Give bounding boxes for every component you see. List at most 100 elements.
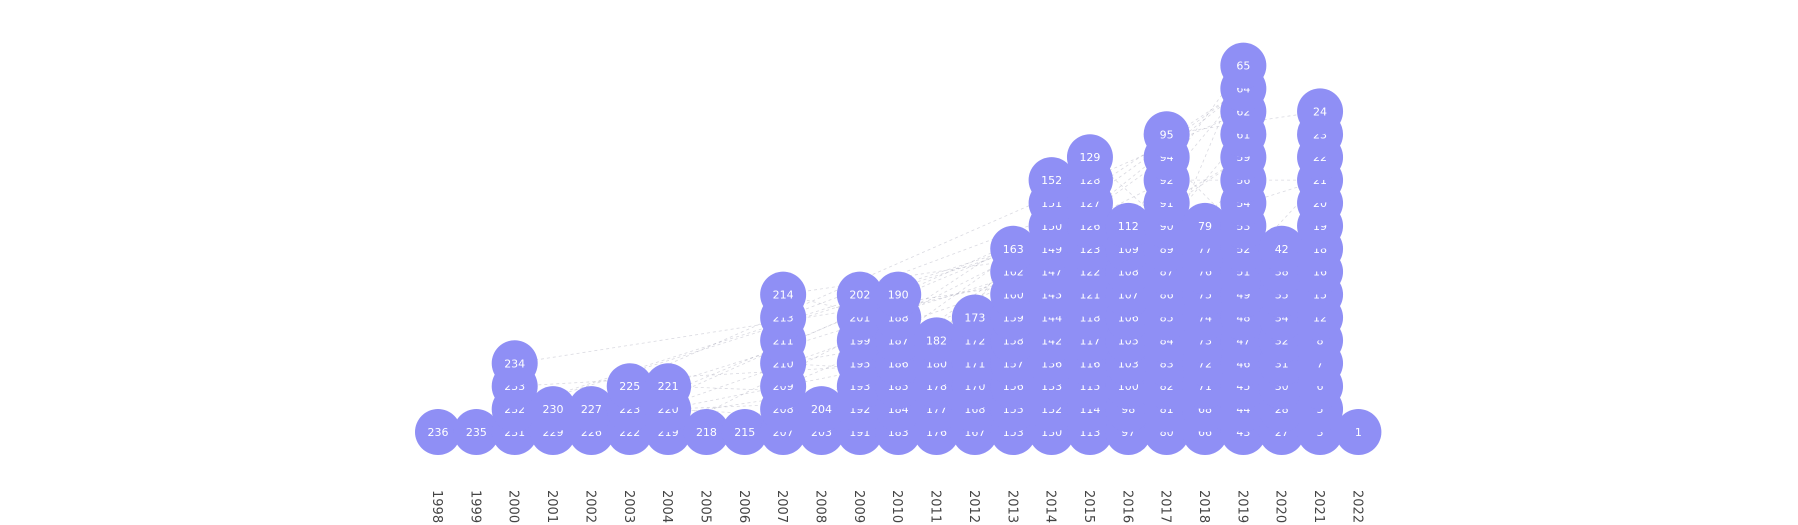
node-circle — [1220, 42, 1267, 89]
node-152[interactable]: 152 — [1028, 157, 1075, 204]
node-circle — [1143, 111, 1190, 158]
x-tick-label: 2007 — [774, 490, 789, 523]
node-235[interactable]: 235 — [453, 409, 500, 455]
node-layer: 236 235 2312322332342292302262272222232252… — [415, 42, 1382, 455]
node-label: 3 — [1317, 426, 1324, 439]
x-tick-label: 2000 — [506, 490, 521, 523]
node-218[interactable]: 218 — [683, 409, 730, 455]
node-label: 24 — [1313, 105, 1327, 118]
node-1[interactable]: 1 — [1335, 409, 1382, 455]
node-163[interactable]: 163 — [990, 225, 1037, 272]
node-label: 190 — [888, 289, 909, 302]
node-24[interactable]: 24 — [1297, 88, 1344, 135]
x-tick-label: 2017 — [1158, 490, 1173, 523]
node-label: 235 — [466, 426, 487, 439]
node-label: 214 — [773, 289, 794, 302]
node-label: 218 — [696, 426, 717, 439]
x-tick-label: 2011 — [928, 490, 943, 523]
node-label: 236 — [428, 426, 449, 439]
x-tick-label: 2002 — [582, 490, 597, 523]
node-label: 42 — [1275, 243, 1289, 256]
node-42[interactable]: 42 — [1258, 225, 1305, 272]
x-tick-label: 2005 — [697, 490, 712, 523]
node-214[interactable]: 214 — [760, 271, 807, 318]
citation-edge — [1013, 88, 1244, 273]
citation-edge — [1166, 111, 1321, 135]
node-129[interactable]: 129 — [1066, 134, 1113, 181]
node-circle — [1297, 88, 1344, 135]
node-label: 225 — [619, 380, 640, 393]
x-tick-label: 2012 — [966, 490, 981, 523]
node-circle — [453, 409, 500, 455]
node-label: 204 — [811, 403, 832, 416]
x-tick-label: 2020 — [1273, 490, 1288, 523]
node-label: 163 — [1003, 243, 1024, 256]
x-tick-label: 2022 — [1349, 490, 1364, 523]
x-tick-label: 2014 — [1043, 490, 1058, 523]
node-label: 152 — [1041, 174, 1062, 187]
node-circle — [1066, 134, 1113, 181]
node-173[interactable]: 173 — [951, 294, 998, 341]
node-label: 65 — [1236, 60, 1250, 73]
x-tick-label: 2015 — [1081, 490, 1096, 523]
node-182[interactable]: 182 — [913, 317, 960, 364]
citation-edge — [514, 111, 1244, 433]
node-label: 1 — [1355, 426, 1362, 439]
node-circle — [568, 386, 615, 433]
node-label: 6 — [1317, 380, 1324, 393]
x-axis: 1998 1999 2000 2001 2002 2003 2004 2005 2006 2007… — [429, 490, 1364, 523]
x-tick-label: 1998 — [429, 490, 444, 523]
node-234[interactable]: 234 — [491, 340, 538, 387]
x-tick-label: 2009 — [851, 490, 866, 523]
node-230[interactable]: 230 — [530, 386, 577, 433]
node-circle — [913, 317, 960, 364]
node-circle — [415, 409, 461, 455]
node-label: 182 — [926, 334, 947, 347]
x-tick-label: 2003 — [621, 490, 636, 523]
x-tick-label: 2016 — [1119, 490, 1134, 523]
node-circle — [683, 409, 730, 455]
x-tick-label: 2010 — [889, 490, 904, 523]
node-225[interactable]: 225 — [606, 363, 653, 410]
node-190[interactable]: 190 — [875, 271, 922, 318]
node-circle — [1028, 157, 1075, 204]
node-circle — [798, 386, 845, 433]
node-circle — [645, 363, 692, 410]
x-tick-label: 2006 — [736, 490, 751, 523]
x-tick-label: 2018 — [1196, 490, 1211, 523]
node-79[interactable]: 79 — [1182, 202, 1228, 249]
node-95[interactable]: 95 — [1143, 111, 1190, 158]
node-label: 221 — [658, 380, 679, 393]
node-circle — [1335, 409, 1382, 455]
node-circle — [721, 409, 768, 455]
node-202[interactable]: 202 — [836, 271, 883, 318]
x-tick-label: 2021 — [1311, 490, 1326, 523]
node-circle — [760, 271, 807, 318]
node-circle — [1105, 202, 1152, 249]
node-label: 5 — [1317, 403, 1324, 416]
node-236[interactable]: 236 — [415, 409, 461, 455]
node-label: 173 — [964, 312, 985, 325]
node-label: 79 — [1198, 220, 1212, 233]
node-227[interactable]: 227 — [568, 386, 615, 433]
node-221[interactable]: 221 — [645, 363, 692, 410]
node-label: 230 — [543, 403, 564, 416]
node-215[interactable]: 215 — [721, 409, 768, 455]
node-204[interactable]: 204 — [798, 386, 845, 433]
node-circle — [530, 386, 577, 433]
node-65[interactable]: 65 — [1220, 42, 1267, 89]
x-tick-label: 2004 — [659, 490, 674, 523]
node-label: 95 — [1160, 128, 1174, 141]
x-tick-label: 1999 — [467, 490, 482, 523]
node-label: 8 — [1317, 334, 1324, 347]
node-label: 112 — [1118, 220, 1139, 233]
x-tick-label: 2019 — [1234, 490, 1249, 523]
node-circle — [875, 271, 922, 318]
node-circle — [491, 340, 538, 387]
node-circle — [836, 271, 883, 318]
node-112[interactable]: 112 — [1105, 202, 1152, 249]
node-circle — [951, 294, 998, 341]
x-tick-label: 2001 — [544, 490, 559, 523]
node-circle — [990, 225, 1037, 272]
